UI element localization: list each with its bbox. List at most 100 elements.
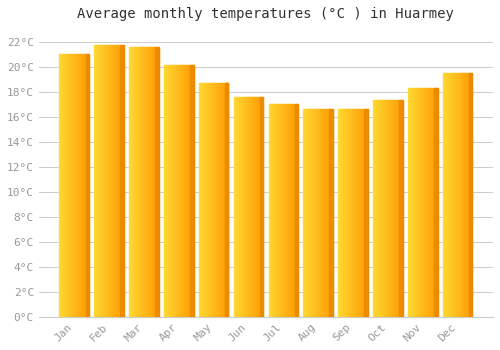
Bar (110, 45, 111, 317)
Bar (408, 88, 409, 317)
Bar (137, 47, 138, 317)
Bar (144, 47, 145, 317)
Bar (373, 100, 402, 317)
Bar (383, 100, 384, 317)
Bar (411, 88, 412, 317)
Bar (415, 88, 416, 317)
Bar (226, 83, 228, 317)
Bar (136, 47, 137, 317)
Bar (382, 100, 383, 317)
Bar (149, 47, 150, 317)
Bar (216, 83, 218, 317)
Bar (132, 47, 133, 317)
Bar (364, 109, 365, 317)
Bar (390, 100, 391, 317)
Bar (318, 109, 319, 317)
Bar (340, 109, 341, 317)
Bar (129, 47, 130, 317)
Bar (422, 88, 424, 317)
Bar (145, 47, 146, 317)
Bar (131, 47, 132, 317)
Bar (364, 109, 368, 317)
Bar (436, 88, 438, 317)
Bar (293, 104, 294, 317)
Bar (118, 45, 119, 317)
Bar (295, 104, 296, 317)
Bar (306, 109, 308, 317)
Bar (468, 73, 469, 317)
Bar (422, 88, 423, 317)
Bar (157, 47, 158, 317)
Bar (327, 109, 328, 317)
Bar (250, 97, 252, 317)
Bar (294, 104, 295, 317)
Bar (413, 88, 414, 317)
Bar (164, 65, 165, 317)
Bar (291, 104, 292, 317)
Bar (133, 47, 134, 317)
Bar (395, 100, 396, 317)
Bar (188, 65, 190, 317)
Bar (129, 47, 159, 317)
Bar (272, 104, 274, 317)
Bar (414, 88, 415, 317)
Bar (98, 45, 100, 317)
Bar (205, 83, 206, 317)
Bar (248, 97, 250, 317)
Bar (450, 73, 452, 317)
Bar (84, 54, 85, 317)
Bar (342, 109, 343, 317)
Bar (460, 73, 462, 317)
Bar (113, 45, 114, 317)
Bar (391, 100, 392, 317)
Bar (151, 47, 152, 317)
Bar (320, 109, 321, 317)
Bar (454, 73, 456, 317)
Bar (374, 100, 375, 317)
Bar (140, 47, 141, 317)
Bar (120, 45, 121, 317)
Bar (114, 45, 115, 317)
Bar (210, 83, 212, 317)
Bar (146, 47, 147, 317)
Bar (199, 83, 200, 317)
Bar (82, 54, 83, 317)
Bar (167, 65, 168, 317)
Bar (458, 73, 460, 317)
Bar (466, 73, 468, 317)
Bar (119, 45, 120, 317)
Bar (142, 47, 143, 317)
Bar (182, 65, 183, 317)
Bar (76, 54, 78, 317)
Bar (190, 65, 192, 317)
Bar (115, 45, 116, 317)
Bar (262, 97, 264, 317)
Bar (260, 97, 262, 317)
Bar (173, 65, 174, 317)
Bar (304, 109, 333, 317)
Bar (282, 104, 284, 317)
Bar (148, 47, 149, 317)
Bar (317, 109, 318, 317)
Bar (397, 100, 398, 317)
Bar (419, 88, 420, 317)
Bar (184, 65, 186, 317)
Bar (179, 65, 180, 317)
Bar (325, 109, 326, 317)
Bar (170, 65, 171, 317)
Bar (171, 65, 172, 317)
Bar (202, 83, 203, 317)
Bar (258, 97, 260, 317)
Bar (79, 54, 80, 317)
Bar (204, 83, 205, 317)
Bar (87, 54, 88, 317)
Bar (341, 109, 342, 317)
Bar (70, 54, 72, 317)
Bar (192, 65, 194, 317)
Bar (86, 54, 89, 317)
Bar (66, 54, 68, 317)
Bar (186, 65, 188, 317)
Bar (380, 100, 381, 317)
Bar (212, 83, 214, 317)
Bar (319, 109, 320, 317)
